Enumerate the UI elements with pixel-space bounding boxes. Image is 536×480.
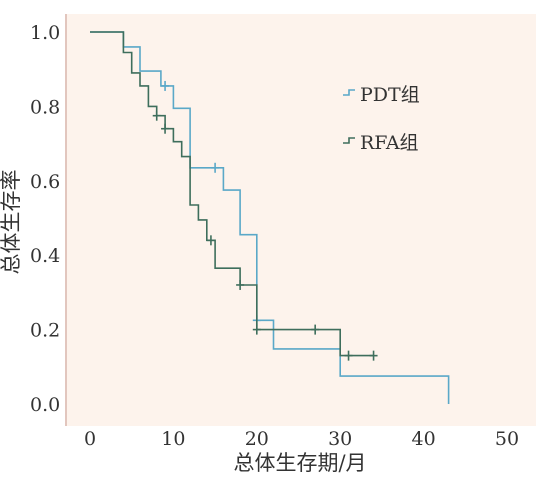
x-tick-label: 10 bbox=[161, 428, 185, 450]
x-tick-label: 50 bbox=[495, 428, 519, 450]
legend-swatch bbox=[343, 137, 355, 144]
x-tick-label: 20 bbox=[245, 428, 269, 450]
y-tick-label: 0.8 bbox=[30, 96, 60, 118]
y-tick-label: 1.0 bbox=[30, 22, 60, 44]
legend-swatch bbox=[343, 89, 355, 96]
legend-label: PDT组 bbox=[360, 84, 420, 106]
y-tick-label: 0.2 bbox=[30, 320, 60, 342]
x-tick-label: 0 bbox=[84, 428, 96, 450]
plot-background bbox=[67, 14, 536, 426]
legend-label: RFA组 bbox=[360, 132, 419, 154]
x-axis-title: 总体生存期/月 bbox=[233, 451, 366, 475]
x-tick-label: 40 bbox=[412, 428, 436, 450]
x-tick-label: 30 bbox=[328, 428, 352, 450]
survival-curve-pdt bbox=[90, 31, 450, 404]
y-axis-title: 总体生存率 bbox=[0, 170, 23, 275]
y-tick-label: 0.4 bbox=[30, 245, 60, 267]
y-tick-label: 0.6 bbox=[30, 171, 60, 193]
y-tick-label: 0.0 bbox=[30, 394, 60, 416]
